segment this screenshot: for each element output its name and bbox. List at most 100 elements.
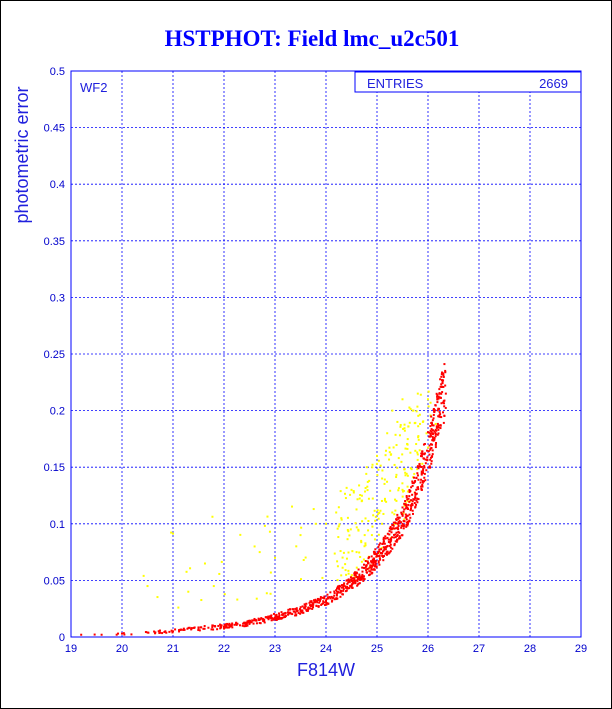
data-point (376, 513, 379, 516)
data-point (383, 542, 386, 545)
data-point (353, 578, 356, 581)
data-point (312, 602, 315, 605)
data-point (398, 434, 401, 437)
y-tick-label: 0 (59, 632, 65, 644)
data-point (301, 609, 304, 612)
data-point (382, 549, 385, 552)
data-point (365, 466, 368, 469)
data-point (375, 462, 378, 465)
data-point (381, 469, 384, 472)
data-point (395, 476, 398, 479)
data-point (436, 422, 439, 425)
data-point (239, 624, 242, 627)
data-point (329, 597, 332, 600)
data-point (343, 492, 346, 495)
data-point (420, 465, 423, 468)
data-point (346, 579, 349, 582)
data-point (335, 587, 338, 590)
data-point (371, 463, 374, 466)
data-point (331, 596, 334, 599)
data-point (430, 462, 433, 465)
data-point (333, 590, 336, 593)
data-point (394, 498, 397, 501)
data-point (435, 426, 438, 429)
data-point (373, 509, 376, 512)
data-point (202, 627, 205, 630)
data-point (261, 617, 264, 620)
data-point (374, 559, 377, 562)
data-point (422, 457, 425, 460)
data-point (185, 570, 188, 573)
data-point (389, 538, 392, 541)
data-point (388, 533, 391, 536)
x-tick-label: 19 (65, 643, 77, 655)
data-point (419, 393, 422, 396)
data-point (376, 552, 379, 555)
data-point (443, 405, 446, 408)
data-point (367, 529, 370, 532)
data-point (385, 553, 388, 556)
data-point (412, 409, 415, 412)
data-point (394, 509, 397, 512)
x-tick-label: 28 (524, 643, 536, 655)
data-point (424, 462, 427, 465)
data-point (389, 526, 392, 529)
data-point (347, 587, 350, 590)
data-point (391, 523, 394, 526)
data-point (245, 622, 248, 625)
data-point (438, 414, 441, 417)
data-point (416, 468, 419, 471)
data-point (289, 612, 292, 615)
data-point (339, 595, 342, 598)
data-point (415, 443, 418, 446)
data-point (358, 573, 361, 576)
data-point (410, 505, 413, 508)
data-point (438, 388, 441, 391)
data-point (331, 599, 334, 602)
data-point (333, 592, 336, 595)
data-point (428, 444, 431, 447)
data-point (416, 392, 419, 395)
data-point (434, 428, 437, 431)
data-point (395, 444, 398, 447)
stats-value: 2669 (539, 76, 568, 91)
data-point (319, 596, 322, 599)
data-point (224, 623, 227, 626)
data-point (420, 478, 423, 481)
y-tick-label: 0.25 (44, 349, 65, 361)
data-point (294, 611, 297, 614)
data-point (444, 371, 447, 374)
data-point (383, 548, 386, 551)
data-point (363, 545, 366, 548)
data-point (411, 512, 414, 515)
data-point (389, 543, 392, 546)
data-point (429, 401, 432, 404)
data-point (429, 434, 432, 437)
data-point (364, 486, 367, 489)
data-point (435, 441, 438, 444)
data-point (395, 518, 398, 521)
data-point (437, 424, 440, 427)
data-point (409, 451, 412, 454)
data-point (281, 616, 284, 619)
data-point (291, 608, 294, 611)
data-point (386, 532, 389, 535)
data-point (401, 488, 404, 491)
data-point (417, 425, 420, 428)
data-point (266, 616, 269, 619)
data-point (431, 424, 434, 427)
data-point (247, 620, 250, 623)
data-point (408, 406, 411, 409)
data-point (144, 631, 147, 634)
data-point (421, 480, 424, 483)
data-point (415, 410, 418, 413)
data-point (397, 537, 400, 540)
data-point (376, 454, 378, 457)
data-point (416, 451, 419, 454)
data-point (313, 601, 316, 604)
data-point (349, 584, 352, 587)
data-point (364, 560, 367, 563)
data-point (267, 618, 270, 621)
data-point (355, 508, 358, 511)
